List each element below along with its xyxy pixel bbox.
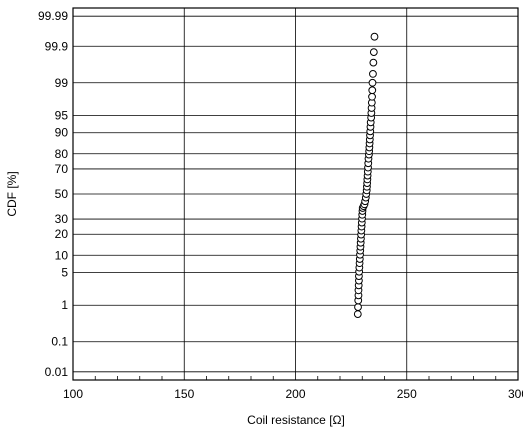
y-tick-label: 30 [55,212,69,226]
grid-lines [72,8,519,380]
y-tick-label: 1 [61,298,68,312]
y-tick-label: 5 [61,266,68,280]
x-tick-labels: 100 150 200 250 300 [63,387,523,401]
x-tick-label: 300 [508,387,523,401]
data-point [369,70,377,78]
data-points [353,32,379,318]
y-tick-label: 0.1 [51,335,68,349]
x-tick-label: 100 [63,387,83,401]
y-tick-label: 50 [55,187,69,201]
y-tick-label: 99.99 [38,9,68,23]
data-point [368,92,376,101]
y-tick-label: 10 [55,248,69,262]
data-point [368,86,377,95]
data-point [354,303,362,311]
data-point [369,48,378,57]
x-tick-label: 200 [285,387,305,401]
x-tick-label: 250 [397,387,417,401]
y-tick-label: 99 [55,76,69,90]
plot-frame [72,7,519,381]
data-point [370,32,379,41]
x-axis-title: Coil resistance [Ω] [247,413,345,427]
y-tick-label: 99.9 [45,39,69,53]
data-point [369,58,378,67]
y-tick-label: 95 [55,108,69,122]
data-point [368,78,377,87]
data-point [353,310,362,318]
y-axis-title: CDF [%] [5,171,19,216]
x-tick-label: 150 [174,387,194,401]
y-tick-label: 20 [55,227,69,241]
y-tick-label: 80 [55,147,69,161]
y-tick-label: 90 [55,126,69,140]
x-minor-ticks [94,376,497,380]
y-tick-label: 0.01 [45,365,69,379]
y-tick-label: 70 [55,162,69,176]
